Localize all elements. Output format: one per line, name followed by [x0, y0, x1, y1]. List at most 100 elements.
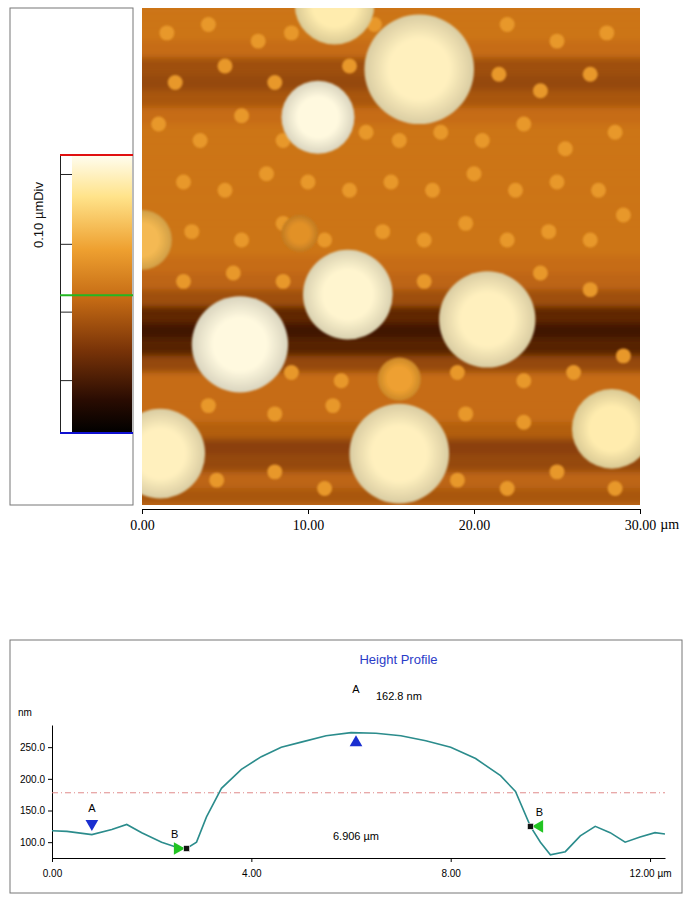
tick: [60, 380, 72, 381]
colorbar-label: 0.10 µmDiv: [31, 181, 46, 248]
bump: [616, 208, 631, 223]
colorbar: [72, 155, 132, 433]
bump: [301, 174, 316, 189]
bump: [342, 59, 357, 74]
tick: 150.0: [20, 805, 52, 816]
bump: [317, 232, 332, 247]
marker: [174, 842, 185, 855]
background-band: [142, 157, 640, 174]
tick-mark: [60, 174, 72, 175]
bump: [550, 34, 565, 49]
bump: [276, 274, 291, 289]
bump: [541, 224, 556, 239]
particle: [142, 210, 172, 270]
bump: [176, 274, 191, 289]
bump: [234, 108, 249, 123]
x-axis: 0.0010.0020.0030.00: [130, 509, 656, 533]
tick: 20.00: [459, 509, 491, 533]
marker: [532, 820, 543, 833]
tick-label: 150.0: [20, 805, 45, 816]
bump: [458, 406, 473, 421]
particle: [281, 215, 318, 252]
bump: [342, 183, 357, 198]
bump: [533, 266, 548, 281]
profile-frame: [10, 640, 682, 893]
tick-mark: [251, 858, 252, 862]
tick-mark: [48, 842, 52, 843]
colorbar-marker: [60, 294, 133, 296]
particles: [142, 8, 640, 503]
tick-mark: [640, 509, 641, 514]
x-axis-unit: µm: [660, 517, 679, 532]
bump: [608, 481, 623, 496]
background-band: [142, 257, 640, 274]
bump: [384, 174, 399, 189]
bump: [218, 183, 233, 198]
marker-label: B: [171, 828, 178, 840]
bump: [450, 473, 465, 488]
tick-mark: [48, 779, 52, 780]
bump: [500, 17, 515, 32]
bump: [550, 464, 565, 479]
tick-mark: [52, 858, 53, 862]
annotation: 6.906 µm: [333, 830, 379, 842]
bump: [317, 481, 332, 496]
bump: [259, 166, 274, 181]
background-band: [142, 223, 640, 240]
bump: [516, 373, 531, 388]
tick: 0.00: [130, 509, 155, 533]
particle: [142, 409, 205, 499]
tick-label: 100.0: [20, 837, 45, 848]
marker-label: A: [88, 802, 96, 814]
reference-line: [52, 792, 665, 793]
tick-label: 0.00: [43, 868, 63, 879]
tick-mark: [451, 858, 452, 862]
x-axis: 0.00 4.00 8.00 12.00 µm: [43, 858, 672, 879]
bump: [583, 67, 598, 82]
tick-label: 200.0: [20, 774, 45, 785]
particle: [572, 389, 640, 469]
bump: [218, 59, 233, 74]
tick-mark: [142, 509, 143, 514]
bump: [508, 183, 523, 198]
bump: [267, 464, 282, 479]
bump: [176, 174, 191, 189]
tick-label: 4.00: [242, 868, 262, 879]
colorbar-marker: [60, 154, 133, 156]
axis-line: [53, 858, 666, 859]
bump: [458, 216, 473, 231]
bump: [417, 232, 432, 247]
bump: [375, 224, 390, 239]
bump: [284, 25, 299, 40]
bump: [516, 116, 531, 131]
colorbar-marker: [60, 432, 133, 434]
background-band: [142, 190, 640, 207]
tick: 100.0: [20, 837, 52, 848]
bump: [359, 125, 374, 140]
bump: [566, 365, 581, 380]
tick: [60, 244, 72, 245]
bump: [467, 166, 482, 181]
bump: [583, 282, 598, 297]
bump: [599, 25, 614, 40]
figure: 0.10 µmDiv0.0010.0020.0030.00µmHeight Pr…: [0, 0, 686, 899]
tick: 8.00: [441, 858, 461, 879]
bump: [201, 398, 216, 413]
marker: [350, 735, 363, 746]
afm-image: [142, 8, 640, 505]
bump: [325, 398, 340, 413]
tick-label: 0.00: [130, 518, 155, 533]
tick-label: 20.00: [459, 518, 491, 533]
bump: [516, 415, 531, 430]
tick-mark: [48, 811, 52, 812]
marker: [86, 820, 99, 831]
bump: [533, 83, 548, 98]
marker-point: [184, 846, 190, 852]
bump: [267, 406, 282, 421]
bump: [284, 365, 299, 380]
bump: [425, 183, 440, 198]
bump: [591, 183, 606, 198]
tick-label: 12.00 µm: [630, 868, 672, 879]
bump: [267, 75, 282, 90]
bump: [500, 232, 515, 247]
